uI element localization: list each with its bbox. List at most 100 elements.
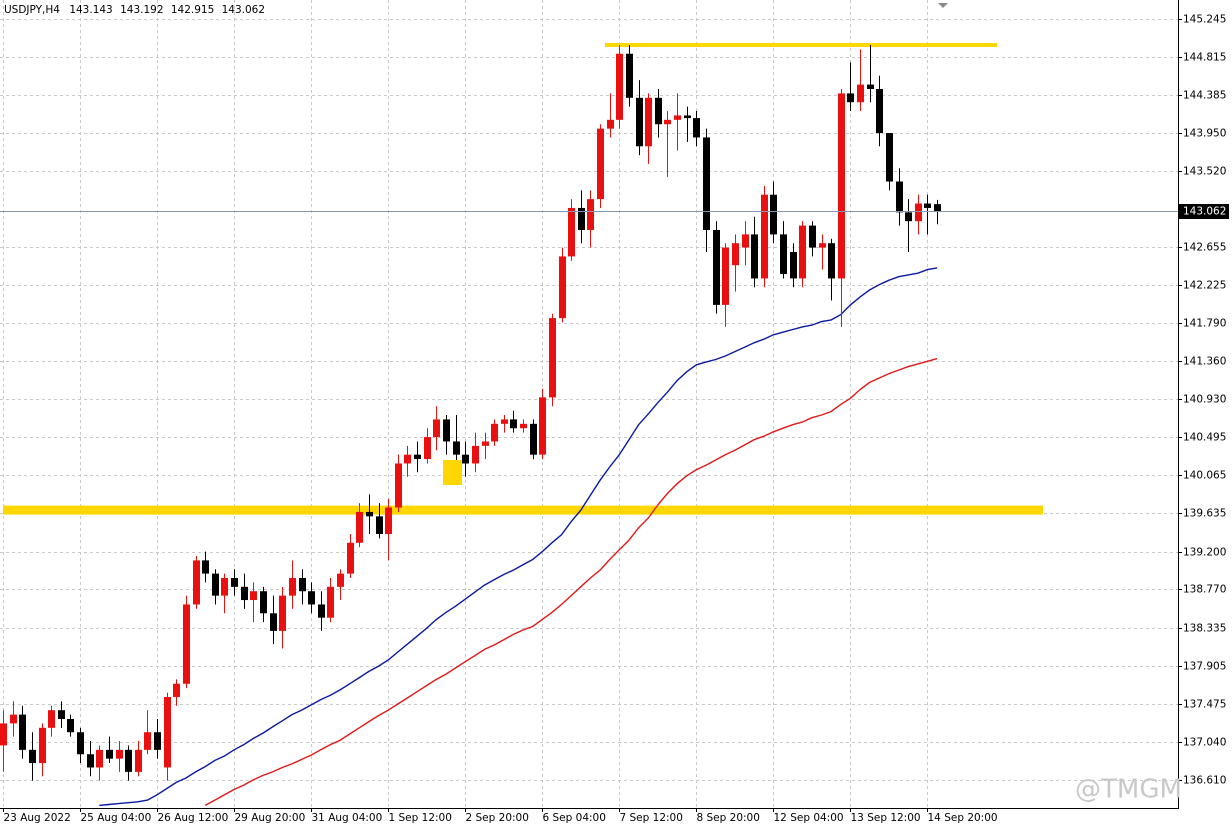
candle-body [0, 723, 7, 746]
x-tick-label: 23 Aug 2022 [4, 812, 71, 824]
candle-body [221, 578, 228, 596]
candle-body [308, 591, 315, 605]
candle-body [414, 454, 421, 460]
candle-body [462, 454, 469, 464]
price-tag-label: 143.062 [1183, 206, 1226, 218]
candle-body [674, 115, 681, 120]
candle-body [48, 710, 55, 728]
candle-body [433, 419, 440, 438]
y-tick-label: 140.065 [1183, 470, 1226, 482]
candle-body [67, 719, 74, 733]
candle-body [125, 749, 132, 772]
candle-body [250, 591, 257, 601]
candle-body [597, 128, 604, 200]
symbol: USDJPY,H4 [4, 4, 60, 16]
candle-body [713, 229, 720, 305]
moving-averages [99, 267, 938, 807]
price-tag [1179, 204, 1229, 219]
candle-body [924, 203, 931, 208]
candle-body [424, 437, 431, 460]
candle-body [77, 732, 84, 755]
candle-body [790, 252, 797, 279]
header-open: 143.143 [69, 4, 112, 16]
candle-body [241, 586, 248, 601]
candle-body [135, 749, 142, 772]
y-tick-label: 139.200 [1183, 547, 1226, 559]
candle-body [838, 93, 845, 279]
candle-body [732, 243, 739, 266]
x-tick-label: 25 Aug 04:00 [81, 812, 152, 824]
candle-body [318, 604, 325, 618]
x-tick-label: 12 Sep 04:00 [774, 812, 844, 824]
x-tick-label: 7 Sep 12:00 [620, 812, 683, 824]
candle-body [896, 181, 903, 213]
x-tick-label: 8 Sep 20:00 [697, 812, 760, 824]
candle-body [693, 118, 700, 138]
levels [3, 42, 1043, 515]
header-high: 143.192 [120, 4, 163, 16]
candle-body [761, 194, 768, 279]
watermark: @TMGM [1075, 775, 1182, 805]
candle-body [751, 234, 758, 279]
candle-body [510, 419, 517, 429]
y-tick-label: 137.040 [1183, 737, 1226, 749]
candle-body [482, 441, 489, 446]
candle-body [212, 573, 219, 596]
candle-body [934, 204, 941, 212]
candle-body [626, 53, 633, 98]
y-tick-label: 137.475 [1183, 699, 1226, 711]
candle-body [193, 560, 200, 605]
candle-body [645, 97, 652, 147]
header-low: 142.915 [171, 4, 214, 16]
candle-body [491, 423, 498, 442]
y-tick-label: 136.610 [1183, 775, 1226, 787]
candle-body [154, 732, 161, 750]
candle-body [886, 133, 893, 182]
candle-body [366, 511, 373, 517]
candle-body [549, 318, 556, 398]
x-tick-label: 13 Sep 12:00 [851, 812, 921, 824]
candle-body [29, 749, 36, 764]
candle-body [809, 225, 816, 248]
candle-body [616, 53, 623, 120]
candle-body [106, 749, 113, 759]
y-tick-label: 141.360 [1183, 356, 1226, 368]
candle-body [164, 696, 171, 768]
scroll-marker [938, 3, 948, 8]
candle-body [828, 243, 835, 279]
y-tick-label: 137.905 [1183, 661, 1226, 673]
candle-body [655, 97, 662, 125]
candle-body [559, 256, 566, 319]
candle-body [347, 542, 354, 574]
candle-body [404, 454, 411, 464]
moving-average [99, 267, 938, 807]
candle-body [337, 573, 344, 587]
candle-body [116, 749, 123, 759]
moving-average [204, 357, 938, 807]
candle-body [356, 511, 363, 543]
candle-body [19, 714, 26, 750]
y-tick-label: 138.770 [1183, 584, 1226, 596]
candle-body [443, 419, 450, 442]
candle-body [867, 84, 874, 89]
candle-body [289, 578, 296, 596]
candle-body [472, 445, 479, 464]
candle-body [202, 560, 209, 574]
candle-body [722, 247, 729, 305]
candle-body [279, 595, 286, 631]
candle-body [905, 212, 912, 222]
grid [0, 0, 1178, 808]
candle-body [520, 423, 527, 429]
candle-body [530, 423, 537, 455]
candle-body [847, 93, 854, 103]
candle-body [703, 137, 710, 230]
candle-body [453, 441, 460, 455]
y-tick-label: 142.225 [1183, 280, 1226, 292]
y-tick-label: 144.815 [1183, 52, 1226, 64]
y-tick-label: 143.520 [1183, 166, 1226, 178]
candle-body [39, 727, 46, 764]
